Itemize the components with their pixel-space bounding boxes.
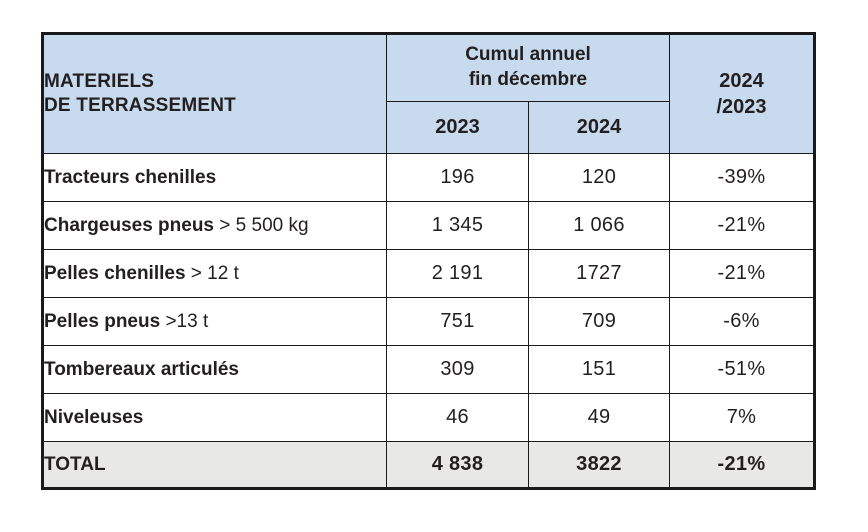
row-ratio: -21% xyxy=(669,249,815,298)
header-cumul-cell: Cumul annuel fin décembre xyxy=(386,33,670,102)
table-row: Pelles pneus >13 t 751 709 -6% xyxy=(42,297,815,346)
header-ratio-line1: 2024 xyxy=(719,70,764,92)
row-value-2024: 1 066 xyxy=(528,201,670,250)
row-value-2023: 1 345 xyxy=(386,201,529,250)
row-value-2023: 751 xyxy=(386,297,529,346)
row-value-2024: 120 xyxy=(528,153,670,202)
row-label-qualifier: > 5 500 kg xyxy=(214,214,309,236)
header-year-2023-cell: 2023 xyxy=(386,101,529,154)
total-ratio: -21% xyxy=(669,441,815,489)
header-ratio-line2: /2023 xyxy=(716,96,767,118)
table-body: Tracteurs chenilles 196 120 -39% Chargeu… xyxy=(42,153,815,489)
row-label-qualifier: > 12 t xyxy=(185,262,239,284)
row-label-cell: Tracteurs chenilles xyxy=(42,153,387,202)
row-ratio: -6% xyxy=(669,297,815,346)
row-value-2023: 46 xyxy=(386,393,529,442)
row-value-2024: 1727 xyxy=(528,249,670,298)
row-label-cell: Niveleuses xyxy=(42,393,387,442)
table-row: Chargeuses pneus > 5 500 kg 1 345 1 066 … xyxy=(42,201,815,250)
table-row: Tracteurs chenilles 196 120 -39% xyxy=(42,153,815,202)
header-materials-cell: MATERIELS DE TERRASSEMENT xyxy=(42,33,387,154)
total-label-cell: TOTAL xyxy=(42,441,387,489)
total-value-2024: 3822 xyxy=(528,441,670,489)
row-ratio: 7% xyxy=(669,393,815,442)
row-value-2024: 709 xyxy=(528,297,670,346)
total-row: TOTAL 4 838 3822 -21% xyxy=(42,441,815,489)
header-materials-line2: DE TERRASSEMENT xyxy=(44,95,236,116)
table-header: MATERIELS DE TERRASSEMENT Cumul annuel f… xyxy=(42,33,815,154)
row-label: Tombereaux articulés xyxy=(44,358,240,380)
header-materials-line1: MATERIELS xyxy=(44,70,155,92)
header-ratio-cell: 2024 /2023 xyxy=(669,33,815,154)
row-label: Chargeuses pneus xyxy=(44,214,214,236)
materials-table-container: MATERIELS DE TERRASSEMENT Cumul annuel f… xyxy=(41,32,816,490)
row-value-2023: 309 xyxy=(386,345,529,394)
row-label-cell: Pelles pneus >13 t xyxy=(42,297,387,346)
row-label-cell: Pelles chenilles > 12 t xyxy=(42,249,387,298)
row-label: Tracteurs chenilles xyxy=(44,166,217,188)
table-row: Tombereaux articulés 309 151 -51% xyxy=(42,345,815,394)
materials-table: MATERIELS DE TERRASSEMENT Cumul annuel f… xyxy=(41,32,816,490)
row-value-2024: 49 xyxy=(528,393,670,442)
row-label-qualifier: >13 t xyxy=(160,310,209,332)
row-ratio: -39% xyxy=(669,153,815,202)
row-label: Pelles pneus xyxy=(44,310,161,332)
table-row: Niveleuses 46 49 7% xyxy=(42,393,815,442)
header-cumul-line2: fin décembre xyxy=(468,69,588,90)
row-label-cell: Chargeuses pneus > 5 500 kg xyxy=(42,201,387,250)
row-value-2023: 196 xyxy=(386,153,529,202)
row-label: Pelles chenilles xyxy=(44,262,186,284)
total-value-2023: 4 838 xyxy=(386,441,529,489)
row-ratio: -21% xyxy=(669,201,815,250)
header-row-top: MATERIELS DE TERRASSEMENT Cumul annuel f… xyxy=(42,33,815,154)
header-cumul-line1: Cumul annuel xyxy=(465,44,591,66)
row-label-cell: Tombereaux articulés xyxy=(42,345,387,394)
row-value-2024: 151 xyxy=(528,345,670,394)
row-label: Niveleuses xyxy=(44,406,144,428)
header-year-2024-cell: 2024 xyxy=(528,101,670,154)
table-row: Pelles chenilles > 12 t 2 191 1727 -21% xyxy=(42,249,815,298)
row-ratio: -51% xyxy=(669,345,815,394)
row-value-2023: 2 191 xyxy=(386,249,529,298)
header-row-years: 2023 2024 xyxy=(43,101,815,154)
